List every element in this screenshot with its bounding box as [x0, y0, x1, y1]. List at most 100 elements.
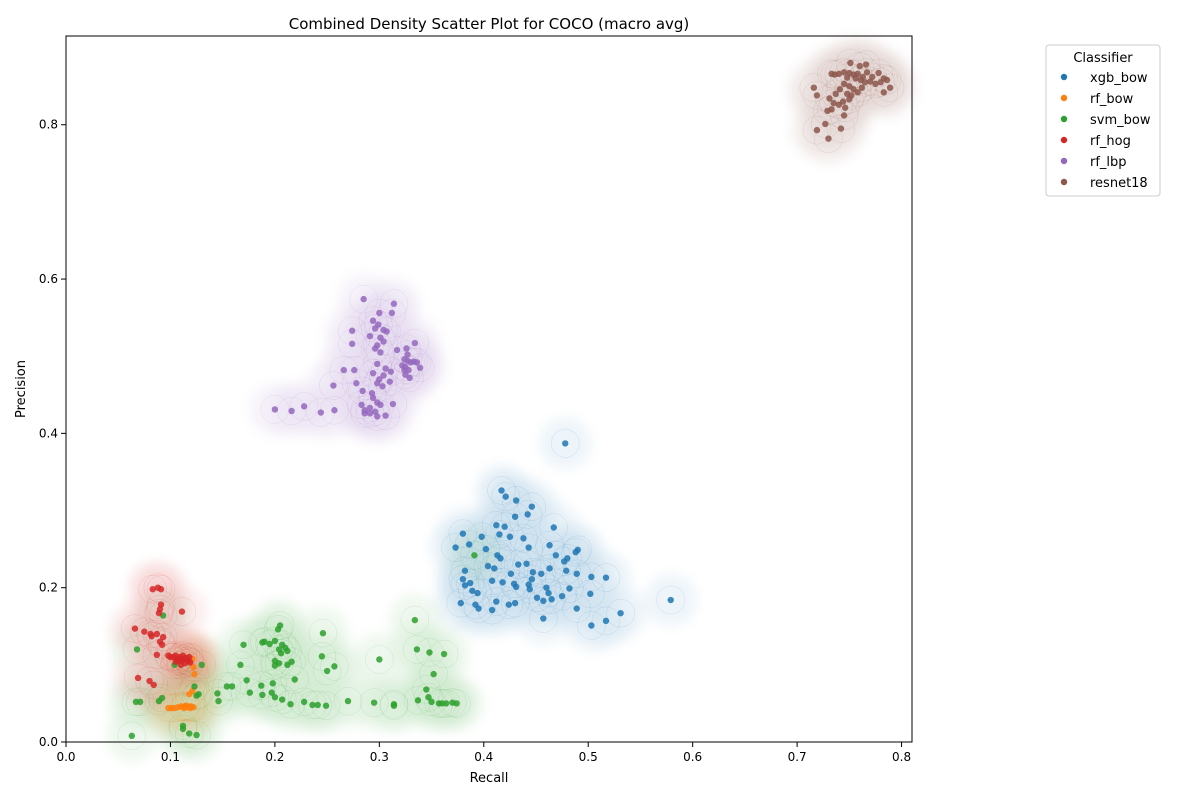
data-point-rf_lbp — [369, 317, 377, 324]
data-point-rf_lbp — [386, 378, 393, 385]
data-point-svm_bow — [214, 690, 221, 697]
data-point-svm_bow — [271, 694, 279, 701]
data-point-svm_bow — [240, 641, 247, 648]
data-point-rf_hog — [149, 586, 156, 593]
data-point-resnet18 — [877, 79, 884, 86]
data-point-rf_lbp — [380, 338, 387, 345]
data-point-svm_bow — [314, 701, 321, 709]
data-point-rf_lbp — [379, 383, 386, 390]
data-point-rf_lbp — [300, 403, 308, 410]
data-point-rf_lbp — [390, 300, 398, 307]
data-point-svm_bow — [390, 702, 398, 709]
plot-frame — [65, 35, 913, 743]
data-point-rf_hog — [179, 652, 187, 659]
legend-marker-rf_hog — [1060, 136, 1068, 144]
data-point-xgb_bow — [558, 592, 566, 600]
data-point-resnet18 — [840, 80, 848, 88]
data-point-rf_hog — [141, 628, 148, 635]
data-point-rf_lbp — [369, 369, 377, 377]
data-point-xgb_bow — [566, 585, 573, 592]
data-point-rf_lbp — [383, 328, 390, 335]
data-point-xgb_bow — [667, 596, 674, 604]
data-point-resnet18 — [883, 76, 891, 84]
data-point-svm_bow — [193, 692, 200, 699]
data-point-resnet18 — [847, 59, 854, 67]
data-point-xgb_bow — [573, 605, 580, 612]
data-point-svm_bow — [440, 650, 448, 658]
data-point-xgb_bow — [478, 533, 485, 540]
data-point-svm_bow — [376, 656, 383, 663]
data-point-resnet18 — [836, 86, 844, 93]
data-point-xgb_bow — [507, 570, 515, 577]
data-point-rf_lbp — [361, 410, 368, 417]
data-point-xgb_bow — [543, 584, 550, 591]
data-point-rf_lbp — [348, 340, 356, 348]
data-point-xgb_bow — [499, 579, 506, 586]
data-point-svm_bow — [274, 626, 282, 633]
data-point-svm_bow — [186, 730, 193, 737]
data-point-svm_bow — [223, 683, 231, 690]
data-point-rf_lbp — [406, 374, 413, 382]
data-point-rf_hog — [148, 633, 155, 640]
data-point-svm_bow — [300, 698, 308, 706]
data-point-rf_lbp — [317, 409, 325, 416]
data-point-xgb_bow — [540, 597, 547, 604]
legend-label-rf_bow: rf_bow — [1090, 92, 1134, 107]
data-point-xgb_bow — [525, 544, 532, 551]
data-point-resnet18 — [875, 69, 882, 77]
data-point-svm_bow — [291, 676, 298, 683]
x-axis-ticks: 0.0 0.1 0.2 0.3 0.4 0.5 0.6 0.7 0.8 — [56, 742, 911, 764]
data-point-resnet18 — [837, 125, 845, 132]
data-point-xgb_bow — [588, 573, 595, 581]
legend-items: xgb_bow rf_bow svm_bow rf_hog rf_lbp resnet18 — [1060, 71, 1151, 191]
data-point-svm_bow — [471, 552, 478, 559]
data-point-xgb_bow — [533, 594, 541, 601]
data-point-xgb_bow — [587, 590, 594, 598]
scatter-points — [128, 59, 894, 740]
data-point-resnet18 — [839, 98, 847, 105]
data-point-svm_bow — [430, 670, 437, 678]
data-point-xgb_bow — [563, 567, 570, 574]
data-point-svm_bow — [246, 689, 254, 696]
data-point-rf_lbp — [288, 407, 295, 415]
data-point-xgb_bow — [546, 565, 553, 572]
legend-label-resnet18: resnet18 — [1090, 176, 1148, 191]
data-point-svm_bow — [322, 702, 330, 709]
data-point-rf_lbp — [387, 368, 395, 375]
legend-label-xgb_bow: xgb_bow — [1090, 71, 1148, 86]
data-point-rf_lbp — [366, 404, 374, 412]
data-point-rf_hog — [174, 657, 181, 664]
data-point-rf_lbp — [351, 366, 358, 374]
data-point-resnet18 — [852, 75, 859, 82]
data-point-svm_bow — [228, 683, 236, 690]
data-point-xgb_bow — [552, 552, 560, 559]
data-point-xgb_bow — [467, 579, 474, 587]
data-point-rf_hog — [157, 586, 165, 593]
data-point-rf_hog — [177, 661, 185, 669]
data-point-xgb_bow — [588, 622, 595, 629]
data-point-resnet18 — [886, 84, 894, 91]
data-point-svm_bow — [414, 697, 422, 704]
data-point-rf_hog — [153, 630, 161, 638]
data-point-xgb_bow — [529, 569, 537, 576]
data-point-resnet18 — [840, 69, 848, 76]
data-point-svm_bow — [198, 661, 205, 669]
data-point-rf_lbp — [377, 349, 384, 356]
data-point-xgb_bow — [459, 530, 467, 537]
data-point-resnet18 — [830, 99, 837, 107]
data-point-rf_lbp — [389, 400, 397, 408]
data-point-xgb_bow — [496, 531, 503, 538]
data-point-xgb_bow — [497, 555, 504, 562]
data-point-xgb_bow — [523, 560, 530, 567]
data-point-xgb_bow — [482, 545, 490, 553]
legend-marker-xgb_bow — [1060, 73, 1068, 81]
data-point-xgb_bow — [457, 599, 464, 607]
data-point-svm_bow — [158, 694, 166, 702]
data-point-resnet18 — [861, 79, 869, 86]
y-axis-label: Precision — [14, 360, 29, 418]
data-point-rf_lbp — [374, 380, 381, 387]
data-point-svm_bow — [193, 731, 200, 739]
data-point-xgb_bow — [511, 599, 519, 607]
data-point-svm_bow — [453, 700, 460, 707]
data-point-rf_lbp — [403, 345, 410, 352]
